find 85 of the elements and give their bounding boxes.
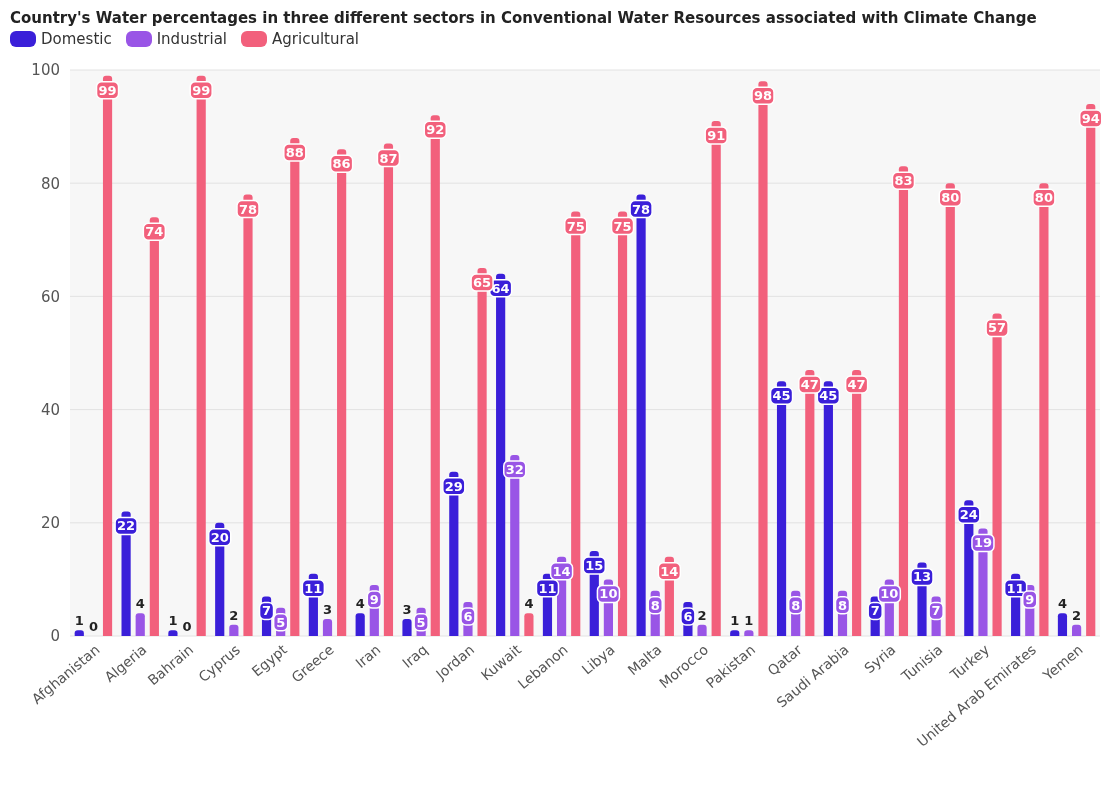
data-label: 3 — [322, 602, 333, 618]
data-label: 4 — [524, 596, 534, 612]
data-label: 98 — [753, 88, 773, 104]
data-label: 45 — [772, 388, 791, 404]
data-label: 11 — [1006, 580, 1025, 596]
data-label: 88 — [285, 144, 304, 160]
data-label: 4 — [355, 596, 365, 612]
data-label: 3 — [402, 602, 412, 618]
data-label: 9 — [1025, 592, 1035, 608]
bar — [135, 613, 145, 636]
data-label: 74 — [145, 224, 164, 240]
y-tick-label: 60 — [40, 287, 60, 306]
data-label: 4 — [135, 596, 145, 612]
bar — [355, 613, 365, 636]
data-label: 65 — [473, 275, 492, 291]
data-label: 8 — [837, 597, 848, 613]
chart-title: Country's Water percentages in three different sectors in Conventional Water Resources associated with Climate Change — [9, 8, 1038, 28]
data-label: 45 — [819, 388, 838, 404]
bar — [1057, 613, 1068, 636]
data-label: 9 — [369, 592, 379, 608]
data-label: 2 — [697, 607, 707, 623]
data-label: 0 — [182, 619, 192, 634]
legend-label: Agricultural — [272, 30, 359, 48]
data-label: 2 — [229, 607, 239, 623]
legend-label: Industrial — [156, 30, 228, 48]
data-label: 6 — [683, 609, 693, 625]
data-label: 1 — [730, 613, 740, 629]
legend-label: Domestic — [41, 30, 112, 48]
data-label: 75 — [613, 218, 632, 234]
data-label: 13 — [912, 569, 932, 585]
bar — [402, 619, 412, 636]
data-label: 6 — [463, 609, 473, 625]
y-tick-label: 20 — [40, 514, 60, 533]
y-tick-label: 40 — [40, 400, 60, 419]
data-label: 14 — [660, 563, 679, 579]
data-label: 24 — [959, 507, 978, 523]
data-label: 80 — [941, 190, 960, 206]
data-label: 57 — [988, 320, 1007, 336]
data-label: 91 — [707, 127, 726, 143]
data-label: 7 — [870, 603, 880, 619]
y-tick-label: 80 — [40, 174, 60, 193]
data-label: 8 — [650, 597, 660, 613]
data-label: 87 — [379, 150, 398, 166]
data-label: 92 — [426, 122, 445, 138]
data-label: 80 — [1034, 190, 1053, 206]
data-label: 4 — [1057, 596, 1067, 612]
data-label: 7 — [931, 603, 941, 619]
data-label: 7 — [262, 603, 272, 619]
bar — [697, 624, 707, 636]
data-label: 47 — [847, 376, 866, 392]
x-tick-label: Iraq — [399, 641, 431, 672]
data-label: 10 — [599, 586, 618, 602]
data-label: 8 — [791, 597, 801, 613]
data-label: 0 — [88, 619, 98, 634]
data-label: 15 — [585, 558, 604, 574]
data-label: 14 — [552, 563, 571, 579]
data-label: 1 — [744, 613, 754, 629]
data-label: 75 — [566, 218, 585, 234]
data-label: 1 — [168, 613, 178, 629]
data-label: 78 — [632, 201, 651, 217]
data-label: 2 — [1072, 607, 1082, 623]
bar — [524, 613, 534, 636]
data-label: 22 — [117, 518, 136, 534]
data-label: 19 — [973, 535, 992, 551]
bar — [1072, 624, 1082, 636]
data-label: 86 — [332, 156, 351, 172]
data-label: 1 — [74, 613, 84, 629]
y-tick-label: 100 — [31, 61, 60, 80]
data-label: 83 — [894, 173, 913, 189]
x-tick-label: Iran — [352, 641, 384, 672]
data-label: 99 — [98, 82, 117, 98]
data-label: 64 — [491, 280, 510, 296]
bar — [322, 619, 333, 636]
data-label: 99 — [192, 82, 211, 98]
data-label: 10 — [880, 586, 899, 602]
data-label: 94 — [1081, 110, 1100, 126]
data-label: 11 — [538, 580, 557, 596]
data-label: 78 — [238, 201, 258, 217]
data-label: 29 — [444, 478, 463, 494]
bar — [229, 624, 239, 636]
data-label: 47 — [800, 376, 819, 392]
data-label: 11 — [304, 580, 323, 596]
data-label: 20 — [210, 529, 229, 545]
y-tick-label: 0 — [50, 627, 60, 646]
data-label: 32 — [505, 461, 524, 477]
